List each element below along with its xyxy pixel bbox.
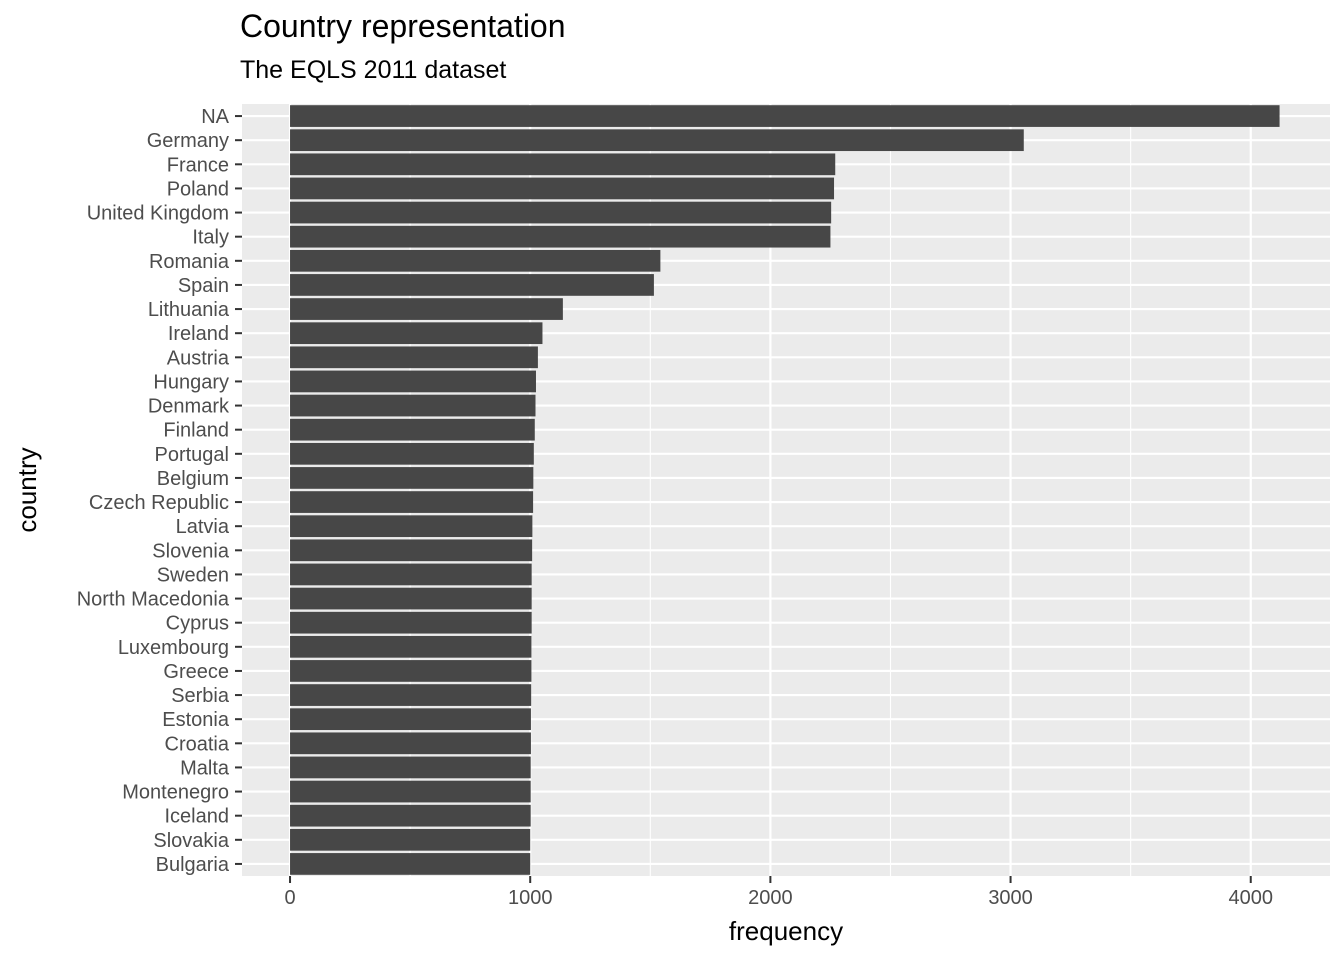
bar-spain: [290, 274, 654, 296]
y-tick-label: Estonia: [162, 709, 230, 731]
y-tick-label: Latvia: [176, 516, 230, 538]
chart-subtitle: The EQLS 2011 dataset: [240, 56, 507, 84]
y-tick-label: Slovenia: [152, 540, 230, 562]
y-tick-label: France: [167, 154, 229, 176]
y-tick-label: North Macedonia: [77, 589, 230, 611]
y-tick-label: Germany: [147, 130, 229, 152]
bar-montenegro: [290, 780, 531, 803]
bar-austria: [290, 346, 538, 369]
bar-italy: [290, 225, 831, 248]
bar-greece: [290, 660, 532, 682]
y-tick-label: Bulgaria: [156, 854, 230, 876]
y-tick-label: Spain: [178, 275, 229, 297]
bar-latvia: [290, 515, 533, 538]
y-tick-label: Belgium: [157, 468, 229, 490]
bar-romania: [290, 249, 661, 272]
bar-denmark: [290, 394, 536, 417]
bar-portugal: [290, 442, 534, 465]
bar-united-kingdom: [290, 201, 832, 224]
bar-na: [290, 105, 1280, 127]
y-tick-label: Czech Republic: [89, 492, 229, 514]
bar-serbia: [290, 684, 532, 706]
bar-bulgaria: [290, 853, 531, 875]
y-tick-label: NA: [201, 106, 229, 128]
bar-iceland: [290, 804, 531, 827]
x-tick-label: 2000: [748, 887, 793, 909]
y-tick-label: Poland: [167, 178, 229, 200]
bar-sweden: [290, 563, 532, 586]
y-tick-label: Iceland: [165, 806, 230, 828]
bar-czech-republic: [290, 491, 534, 513]
y-tick-label: Luxembourg: [118, 637, 229, 659]
y-tick-label: Montenegro: [122, 782, 229, 804]
bar-belgium: [290, 467, 534, 489]
y-tick-label: Serbia: [171, 685, 230, 707]
y-tick-label: Finland: [163, 420, 229, 442]
y-tick-label: United Kingdom: [87, 203, 229, 225]
x-tick-label: 3000: [988, 887, 1033, 909]
y-tick-label: Sweden: [157, 564, 229, 586]
y-tick-label: Denmark: [148, 396, 230, 418]
y-axis-title: country: [12, 447, 42, 532]
y-tick-label: Malta: [180, 757, 230, 779]
bar-slovenia: [290, 539, 533, 562]
bar-ireland: [290, 322, 543, 345]
bar-finland: [290, 418, 535, 441]
bar-france: [290, 153, 836, 176]
y-tick-label: Romania: [149, 251, 230, 273]
y-tick-label: Lithuania: [148, 299, 230, 321]
x-tick-label: 4000: [1228, 887, 1273, 909]
x-tick-label: 1000: [508, 887, 553, 909]
y-tick-label: Hungary: [153, 371, 229, 393]
bars: [290, 105, 1280, 875]
y-tick-label: Slovakia: [153, 830, 229, 852]
x-axis-title: frequency: [729, 916, 843, 946]
y-tick-label: Italy: [192, 227, 229, 249]
bar-lithuania: [290, 298, 563, 320]
y-tick-label: Portugal: [155, 444, 230, 466]
bar-poland: [290, 177, 835, 200]
bar-cyprus: [290, 611, 532, 634]
x-tick-label: 0: [284, 887, 295, 909]
y-tick-label: Greece: [163, 661, 229, 683]
chart-title: Country representation: [240, 8, 566, 44]
bar-croatia: [290, 732, 531, 755]
y-tick-label: Austria: [167, 347, 230, 369]
bar-malta: [290, 756, 531, 779]
y-tick-label: Croatia: [165, 733, 230, 755]
bar-luxembourg: [290, 635, 532, 658]
bar-north-macedonia: [290, 587, 532, 610]
bar-slovakia: [290, 828, 531, 851]
bar-estonia: [290, 708, 531, 731]
bar-germany: [290, 129, 1024, 152]
bar-hungary: [290, 370, 536, 393]
y-tick-label: Cyprus: [166, 613, 229, 635]
y-tick-label: Ireland: [168, 323, 229, 345]
